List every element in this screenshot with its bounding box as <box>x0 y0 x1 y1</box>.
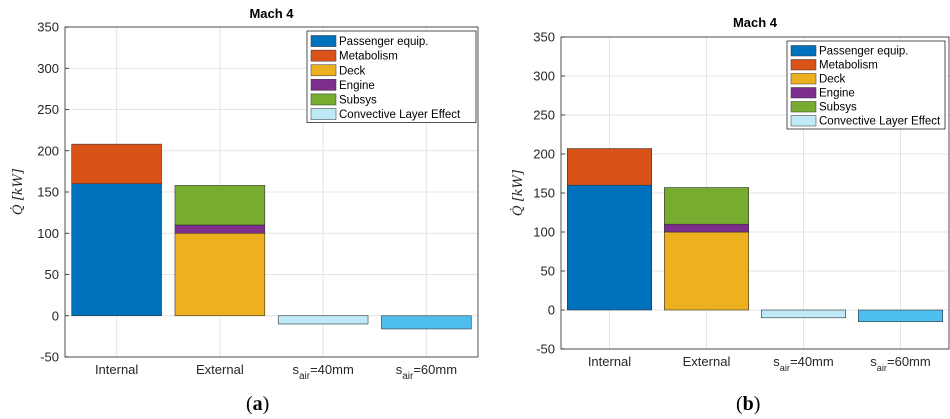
panel-label-close: ) <box>263 393 270 415</box>
panel-label-letter: b <box>743 393 754 415</box>
x-tick-label: External <box>683 354 731 369</box>
bar-convective-layer-effect-2 <box>277 315 369 325</box>
x-tick-sub: air <box>299 371 311 382</box>
y-tick-label: 150 <box>37 185 59 200</box>
y-tick-label: 350 <box>533 30 555 45</box>
x-tick-main: External <box>683 354 731 369</box>
bar-metabolism-0 <box>71 143 162 185</box>
x-tick-main: s <box>292 362 299 377</box>
legend-swatch <box>310 64 337 77</box>
legend-label: Engine <box>819 88 855 100</box>
panel-label-open: ( <box>246 393 253 415</box>
x-tick-main: External <box>196 362 244 377</box>
legend-swatch <box>790 101 817 113</box>
y-tick-label: 100 <box>37 226 59 241</box>
x-tick-tail: =40mm <box>310 362 354 377</box>
legend-label: Passenger equip. <box>339 36 429 48</box>
legend-label: Subsys <box>339 95 377 107</box>
chart-title: Mach 4 <box>733 15 778 30</box>
y-tick-label: 250 <box>533 108 555 123</box>
axes-box <box>560 36 950 350</box>
legend-label: Convective Layer Effect <box>339 109 461 121</box>
legend-swatch <box>790 45 817 57</box>
x-tick-label: sair=40mm <box>773 354 833 373</box>
y-tick-label: -50 <box>536 342 555 357</box>
chart-panel-a: -50 0 50 100 150 200 250 300 350 Internal External… <box>10 6 479 415</box>
x-tick-label: Internal <box>588 354 631 369</box>
x-tick-tail: =60mm <box>413 362 457 377</box>
legend-label: Engine <box>339 80 375 92</box>
y-tick-label: 50 <box>45 267 59 282</box>
x-tick-label: Internal <box>95 362 138 377</box>
y-axis-label: Q̇ [kW] <box>10 168 26 215</box>
legend-swatch <box>310 108 337 120</box>
bar-passenger-equip--0 <box>71 183 162 317</box>
x-tick-tail: =60mm <box>887 354 931 369</box>
y-tick-label: 350 <box>37 20 59 35</box>
bar-passenger-equip--0 <box>567 184 652 311</box>
y-tick-label: 300 <box>37 61 59 76</box>
y-tick-label: 100 <box>533 225 555 240</box>
x-tick-label: sair=60mm <box>870 354 930 373</box>
legend-label: Subsys <box>819 102 857 114</box>
axes-box <box>64 26 479 358</box>
x-tick-tail: =40mm <box>790 354 834 369</box>
legend-swatch <box>790 115 817 127</box>
bar-extra-3 <box>858 309 943 322</box>
bar-subsys-1 <box>664 187 749 225</box>
y-tick-label: -50 <box>40 350 59 365</box>
bar-engine-1 <box>174 224 266 234</box>
legend-label: Deck <box>339 65 365 77</box>
panel-label: (b) <box>736 393 760 415</box>
panel-label-open: ( <box>736 393 743 415</box>
x-tick-main: Internal <box>95 362 138 377</box>
x-tick-sub: air <box>402 371 414 382</box>
y-tick-label: 50 <box>541 264 555 279</box>
legend-label: Metabolism <box>819 60 878 72</box>
y-tick-label: 150 <box>533 186 555 201</box>
bar-subsys-1 <box>174 185 266 226</box>
x-tick-sub: air <box>877 363 887 373</box>
x-tick-label: sair=40mm <box>292 362 353 382</box>
y-tick-label: 0 <box>52 308 59 323</box>
legend-label: Metabolism <box>339 51 398 63</box>
legend-swatch <box>790 73 817 85</box>
x-tick-main: s <box>396 362 403 377</box>
legend-label: Passenger equip. <box>819 46 909 58</box>
legend-label: Convective Layer Effect <box>819 116 941 128</box>
bar-metabolism-0 <box>567 148 652 186</box>
panel-label-letter: a <box>253 393 263 415</box>
legend-swatch <box>310 93 337 106</box>
legend-swatch <box>790 87 817 99</box>
legend-swatch <box>310 49 337 62</box>
x-tick-main: s <box>870 354 877 369</box>
x-tick-main: Internal <box>588 354 631 369</box>
y-tick-label: 300 <box>533 69 555 84</box>
y-tick-label: 200 <box>533 147 555 162</box>
legend-swatch <box>790 59 817 71</box>
bar-extra-3 <box>381 315 472 330</box>
y-tick-label: 200 <box>37 143 59 158</box>
chart-title: Mach 4 <box>249 6 294 21</box>
x-tick-label: External <box>196 362 244 377</box>
bar-convective-layer-effect-2 <box>761 309 846 319</box>
chart-panel-b: -50 0 50 100 150 200 250 300 350 Internal External… <box>510 15 950 415</box>
x-tick-label: sair=60mm <box>396 362 457 382</box>
x-tick-main: s <box>773 354 780 369</box>
y-axis-label: Q̇ [kW] <box>510 169 526 216</box>
panel-label-close: ) <box>754 393 761 415</box>
y-tick-label: 0 <box>548 303 555 318</box>
legend-swatch <box>310 79 337 91</box>
x-tick-sub: air <box>780 363 790 373</box>
panel-label: (a) <box>246 393 269 415</box>
legend-swatch <box>310 35 337 47</box>
bar-deck-1 <box>664 231 749 311</box>
bar-engine-1 <box>664 223 749 233</box>
bar-deck-1 <box>174 232 266 317</box>
legend-label: Deck <box>819 74 845 86</box>
y-tick-label: 250 <box>37 102 59 117</box>
